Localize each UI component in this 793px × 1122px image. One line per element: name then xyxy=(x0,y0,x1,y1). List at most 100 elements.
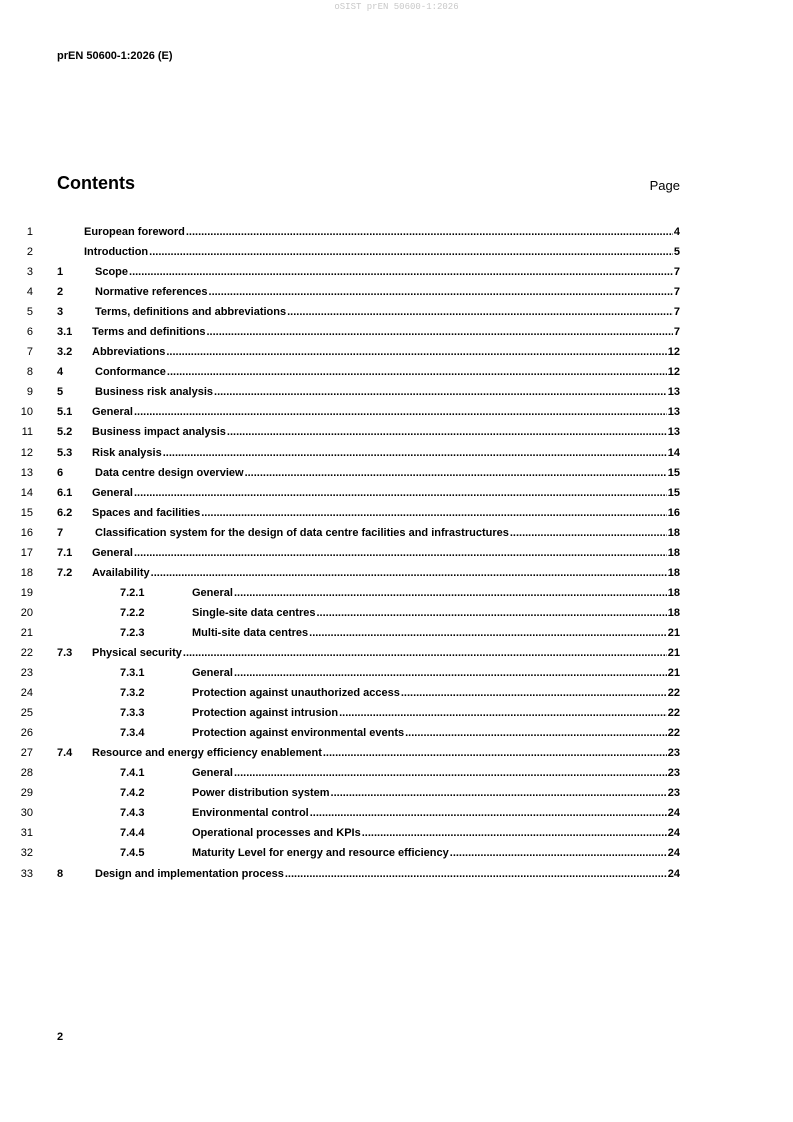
toc-entry[interactable]: 7 3.2 Abbreviations 12 xyxy=(0,344,793,364)
toc-entry-link[interactable]: Classification system for the design of … xyxy=(95,524,680,541)
toc-entry[interactable]: 20 7.2.2 Single-site data centres 18 xyxy=(0,604,793,625)
toc-entry[interactable]: 19 7.2.1 General 18 xyxy=(0,584,793,605)
toc-entry-link[interactable]: Multi-site data centres 21 xyxy=(192,624,680,641)
toc-entry[interactable]: 18 7.2 Availability 18 xyxy=(0,564,793,585)
toc-entry-link[interactable]: Power distribution system 23 xyxy=(192,785,680,802)
toc-entry[interactable]: 12 5.3 Risk analysis 14 xyxy=(0,444,793,465)
toc-entry[interactable]: 28 7.4.1 General 23 xyxy=(0,765,793,785)
toc-entry[interactable]: 14 6.1 General 15 xyxy=(0,484,793,505)
section-title: General xyxy=(92,404,134,421)
leader-dots xyxy=(149,244,673,260)
toc-entry-link[interactable]: Protection against unauthorized access 22 xyxy=(192,685,680,702)
toc-entry[interactable]: 13 6 Data centre design overview 15 xyxy=(0,464,793,485)
toc-entry-link[interactable]: Normative references 7 xyxy=(95,284,680,301)
toc-entry-link[interactable]: Availability 18 xyxy=(92,564,680,581)
section-number: 7.3.1 xyxy=(120,667,145,680)
section-title: Physical security xyxy=(92,644,183,661)
line-number: 23 xyxy=(20,667,33,680)
toc-entry-link[interactable]: Terms, definitions and abbreviations 7 xyxy=(95,304,680,321)
toc-entry[interactable]: 5 3 Terms, definitions and abbreviations 7 xyxy=(0,304,793,324)
toc-entry-link[interactable]: Environmental control 24 xyxy=(192,805,680,822)
toc-entry-link[interactable]: Scope 7 xyxy=(95,264,680,281)
toc-entry[interactable]: 2 Introduction 5 xyxy=(0,244,793,264)
toc-entry[interactable]: 24 7.3.2 Protection against unauthorized a… xyxy=(0,685,793,705)
toc-entry[interactable]: 4 2 Normative references 7 xyxy=(0,284,793,304)
toc-entry-link[interactable]: Design and implementation process 24 xyxy=(95,865,680,882)
toc-entry-link[interactable]: Operational processes and KPIs 24 xyxy=(192,825,680,842)
toc-entry[interactable]: 11 5.2 Business impact analysis 13 xyxy=(0,424,793,444)
line-number: 8 xyxy=(26,366,33,379)
toc-entry[interactable]: 16 7 Classification system for the design … xyxy=(0,524,793,545)
leader-dots xyxy=(510,525,667,541)
toc-entry-link[interactable]: Maturity Level for energy and resource e… xyxy=(192,845,680,862)
toc-entry[interactable]: 31 7.4.4 Operational processes and KPIs 24 xyxy=(0,825,793,845)
section-title: Classification system for the design of … xyxy=(95,524,510,541)
toc-entry-link[interactable]: Business risk analysis 13 xyxy=(95,384,680,401)
toc-entry-link[interactable]: General 23 xyxy=(192,765,680,782)
section-page: 7 xyxy=(673,266,680,279)
toc-entry-link[interactable]: Introduction 5 xyxy=(84,244,680,261)
toc-entry-link[interactable]: Terms and definitions 7 xyxy=(92,324,680,341)
toc-entry[interactable]: 27 7.4 Resource and energy efficiency enab… xyxy=(0,745,793,765)
leader-dots xyxy=(234,585,667,601)
toc-entry-link[interactable]: Data centre design overview 15 xyxy=(95,464,680,481)
toc-entry[interactable]: 21 7.2.3 Multi-site data centres 21 xyxy=(0,624,793,645)
toc-entry-link[interactable]: Protection against intrusion 22 xyxy=(192,705,680,722)
toc-entry[interactable]: 17 7.1 General 18 xyxy=(0,544,793,565)
toc-entry-link[interactable]: General 18 xyxy=(192,584,680,601)
toc-entry-link[interactable]: General 18 xyxy=(92,544,680,561)
toc-entry[interactable]: 1 European foreword 4 xyxy=(0,224,793,244)
toc-entry-link[interactable]: Single-site data centres 18 xyxy=(192,604,680,621)
section-page: 7 xyxy=(673,286,680,299)
line-number: 14 xyxy=(20,486,33,499)
toc-entry-link[interactable]: General 15 xyxy=(92,484,680,501)
toc-entry[interactable]: 3 1 Scope 7 xyxy=(0,264,793,284)
line-number: 25 xyxy=(20,707,33,720)
toc-entry[interactable]: 22 7.3 Physical security 21 xyxy=(0,644,793,665)
section-title: Availability xyxy=(92,564,151,581)
section-number: 7.3.4 xyxy=(120,727,145,740)
section-number: 7.3 xyxy=(57,646,73,659)
toc-entry-link[interactable]: General 13 xyxy=(92,404,680,421)
toc-entry[interactable]: 29 7.4.2 Power distribution system 23 xyxy=(0,785,793,805)
section-number: 7.4.2 xyxy=(120,787,145,800)
toc-entry-link[interactable]: European foreword 4 xyxy=(84,224,680,240)
leader-dots xyxy=(317,605,667,621)
toc-entry[interactable]: 8 4 Conformance 12 xyxy=(0,364,793,384)
toc-entry[interactable]: 32 7.4.5 Maturity Level for energy and res… xyxy=(0,845,793,865)
leader-dots xyxy=(134,404,667,420)
toc-entry[interactable]: 26 7.3.4 Protection against environmental … xyxy=(0,725,793,745)
toc-entry[interactable]: 15 6.2 Spaces and facilities 16 xyxy=(0,504,793,525)
line-number: 2 xyxy=(26,246,33,259)
toc-entry-link[interactable]: Spaces and facilities 16 xyxy=(92,504,680,521)
toc-entry-link[interactable]: Conformance 12 xyxy=(95,364,680,381)
toc-entry[interactable]: 25 7.3.3 Protection against intrusion 22 xyxy=(0,705,793,725)
line-number: 13 xyxy=(20,466,33,479)
toc-entry-link[interactable]: Abbreviations 12 xyxy=(92,344,680,361)
section-title: General xyxy=(192,665,234,682)
line-number: 32 xyxy=(20,847,33,860)
section-number: 7.2 xyxy=(57,566,73,579)
section-number: 7.2.3 xyxy=(120,626,145,639)
line-number: 15 xyxy=(20,506,33,519)
toc-entry[interactable]: 10 5.1 General 13 xyxy=(0,404,793,424)
toc-entry-link[interactable]: General 21 xyxy=(192,665,680,682)
toc-entry[interactable]: 30 7.4.3 Environmental control 24 xyxy=(0,805,793,825)
toc-entry-link[interactable]: Risk analysis 14 xyxy=(92,444,680,461)
toc-entry-link[interactable]: Protection against environmental events 2… xyxy=(192,725,680,742)
toc-entry[interactable]: 9 5 Business risk analysis 13 xyxy=(0,384,793,404)
toc-entry[interactable]: 23 7.3.1 General 21 xyxy=(0,665,793,685)
toc-entry[interactable]: 6 3.1 Terms and definitions 7 xyxy=(0,324,793,344)
leader-dots xyxy=(362,825,667,841)
line-number: 27 xyxy=(20,747,33,760)
toc-entry[interactable]: 33 8 Design and implementation process 24 xyxy=(0,865,793,886)
line-number: 12 xyxy=(20,446,33,459)
toc-entry-link[interactable]: Resource and energy efficiency enablemen… xyxy=(92,745,680,762)
section-page: 5 xyxy=(673,246,680,259)
section-number: 7.3.3 xyxy=(120,707,145,720)
line-number: 6 xyxy=(26,326,33,339)
leader-dots xyxy=(405,725,667,741)
toc-entry-link[interactable]: Physical security 21 xyxy=(92,644,680,661)
toc-entry-link[interactable]: Business impact analysis 13 xyxy=(92,424,680,441)
leader-dots xyxy=(331,785,667,801)
